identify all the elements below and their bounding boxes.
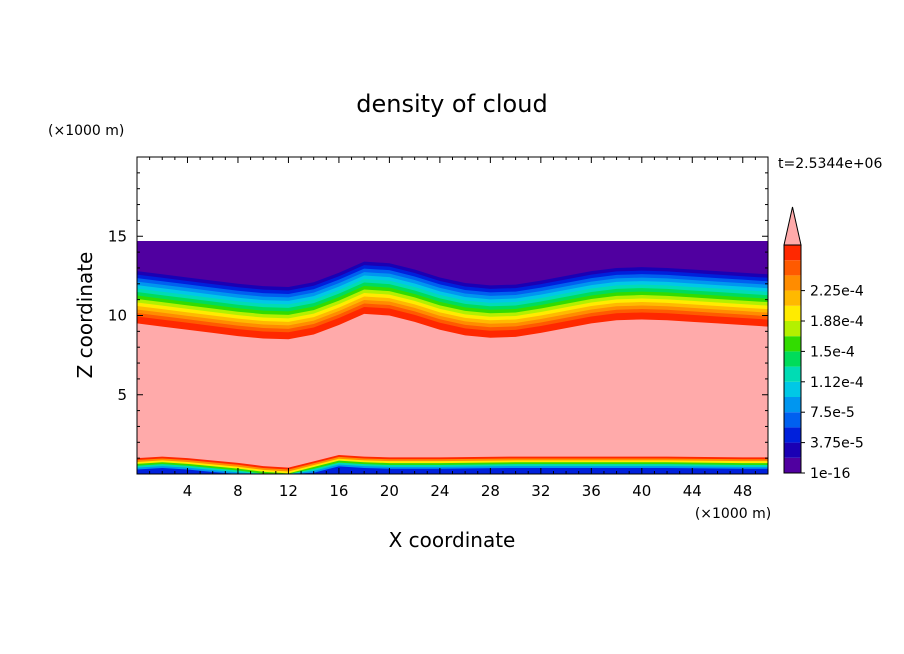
colorbar: 1e-16 3.75e-5 7.5e-5 1.12e-4 1.5e-4 1.88e-4 2.… — [783, 206, 864, 482]
upper-cloud-band-15 — [137, 313, 768, 474]
x-tick-label: 40 — [632, 482, 651, 500]
x-tick-label: 12 — [279, 482, 298, 500]
colorbar-segment — [784, 290, 801, 306]
x-axis-ticks: 4 8 12 16 20 24 28 32 36 40 44 48 — [149, 157, 756, 500]
x-tick-label: 36 — [582, 482, 601, 500]
colorbar-segment — [784, 260, 801, 276]
x-tick-label: 28 — [481, 482, 500, 500]
colorbar-segment — [784, 321, 801, 337]
x-tick-label: 44 — [683, 482, 702, 500]
colorbar-frame — [783, 244, 802, 474]
colorbar-segment — [784, 275, 801, 291]
y-tick-label: 5 — [117, 386, 127, 404]
x-tick-label: 8 — [233, 482, 243, 500]
chart-title: density of cloud — [356, 90, 547, 118]
colorbar-segment — [784, 351, 801, 367]
colorbar-segment — [784, 305, 801, 321]
colorbar-segment — [784, 366, 801, 382]
colorbar-segment — [784, 397, 801, 413]
colorbar-segment — [784, 412, 801, 428]
colorbar-overflow-triangle — [783, 206, 802, 246]
x-tick-label: 16 — [329, 482, 348, 500]
x-tick-label: 32 — [531, 482, 550, 500]
x-axis-label: X coordinate — [389, 528, 516, 552]
y-axis-label: Z coordinate — [73, 252, 97, 379]
time-label: t=2.5344e+06 — [778, 156, 882, 172]
colorbar-segment — [784, 427, 801, 443]
colorbar-segment — [784, 381, 801, 397]
colorbar-segment — [784, 245, 801, 261]
colorbar-label: 7.5e-5 — [810, 405, 855, 421]
y-axis-ticks: 5 10 15 — [108, 172, 768, 459]
x-unit-label: (×1000 m) — [695, 506, 771, 522]
colorbar-segment — [784, 442, 801, 458]
y-tick-label: 15 — [108, 227, 127, 245]
colorbar-label: 1.88e-4 — [810, 314, 864, 330]
colorbar-label: 1e-16 — [810, 466, 850, 482]
y-unit-label: (×1000 m) — [48, 123, 124, 139]
colorbar-label: 1.5e-4 — [810, 344, 855, 360]
plot-area — [136, 156, 769, 475]
colorbar-label: 3.75e-5 — [810, 436, 864, 452]
x-tick-label: 24 — [430, 482, 449, 500]
lower-layer-band-7 — [137, 466, 768, 474]
x-tick-label: 20 — [380, 482, 399, 500]
x-tick-label: 4 — [183, 482, 193, 500]
x-tick-label: 48 — [733, 482, 752, 500]
colorbar-segment — [784, 457, 801, 473]
colorbar-label: 2.25e-4 — [810, 284, 864, 300]
y-tick-label: 10 — [108, 307, 127, 325]
colorbar-segment — [784, 336, 801, 352]
colorbar-label: 1.12e-4 — [810, 375, 864, 391]
